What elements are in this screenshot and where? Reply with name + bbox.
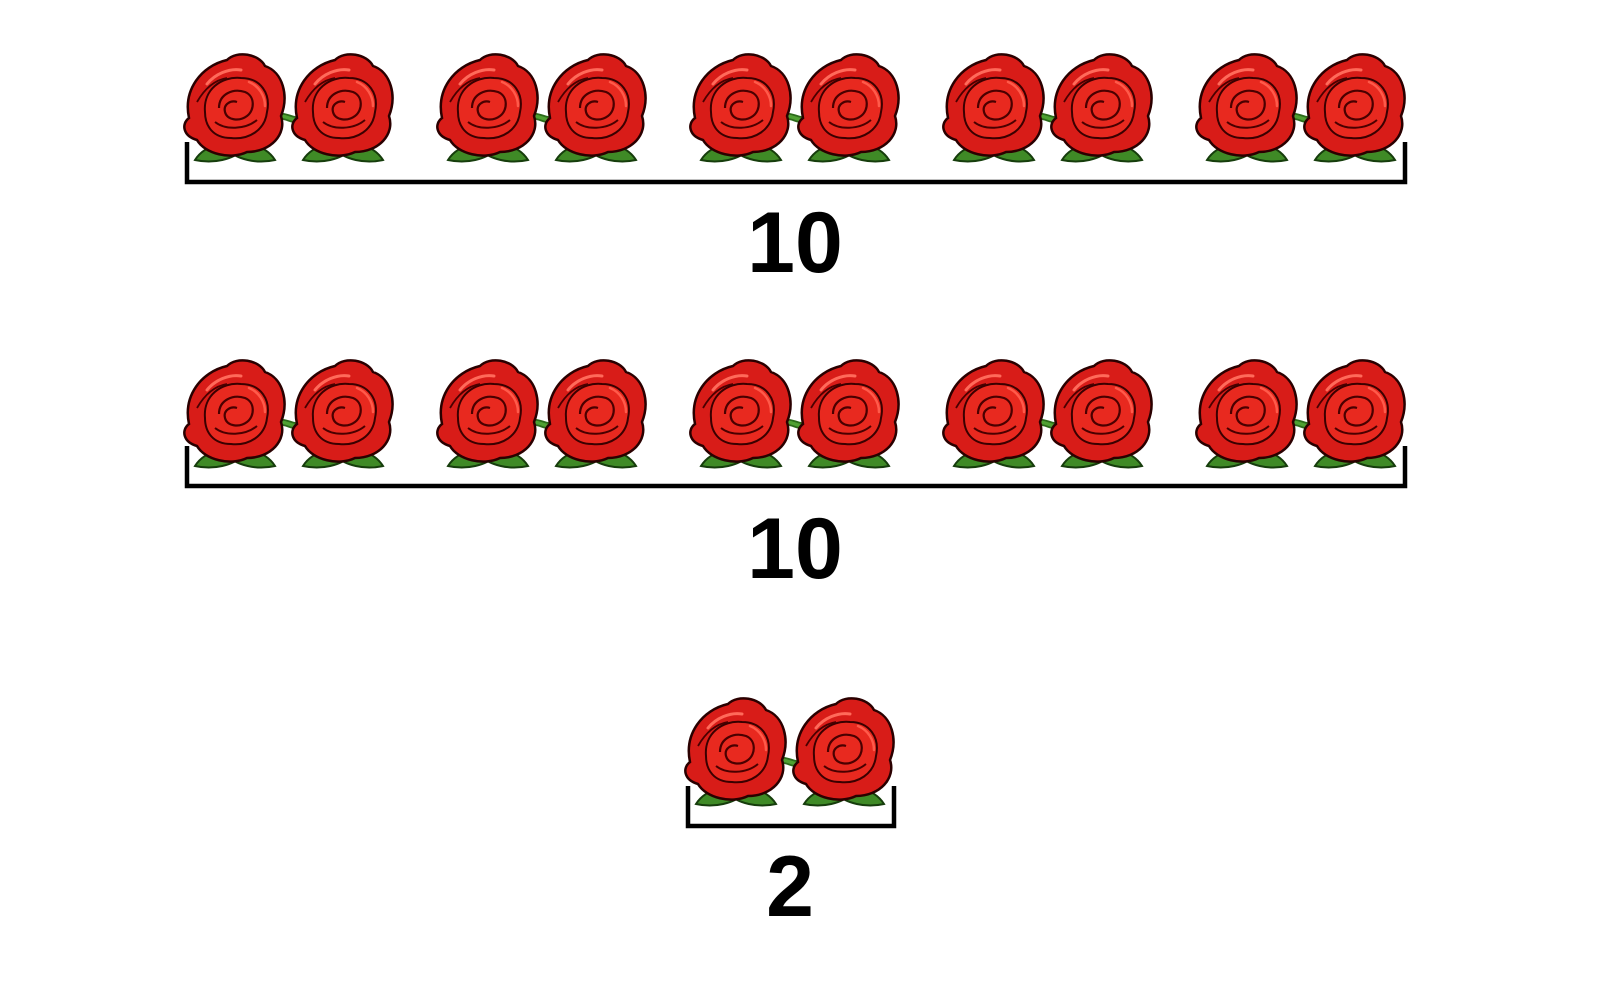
- group-count-label: 10: [747, 501, 843, 597]
- rose-group: [182, 52, 1408, 185]
- rose-icon: [1049, 358, 1153, 469]
- rose-icon: [791, 696, 895, 807]
- rose-icon: [1194, 358, 1298, 469]
- rose-icon: [182, 358, 286, 469]
- rose-icon: [290, 52, 394, 163]
- group-count-label: 10: [747, 195, 843, 291]
- rose-icon: [796, 52, 900, 163]
- group-bracket: [184, 446, 1408, 489]
- rose-icon: [543, 52, 647, 163]
- rose-icon: [796, 358, 900, 469]
- rose-icon: [1302, 358, 1406, 469]
- rose-icon: [290, 358, 394, 469]
- rose-icon: [1194, 52, 1298, 163]
- rose-icon: [1049, 52, 1153, 163]
- rose-icon: [435, 52, 539, 163]
- rose-icon: [543, 358, 647, 469]
- rose-icon: [435, 358, 539, 469]
- rose-icon: [683, 696, 787, 807]
- rose-rows-layer: [182, 52, 1408, 829]
- rose-icon: [182, 52, 286, 163]
- rose-group: [683, 696, 897, 829]
- group-count-label: 2: [766, 839, 814, 935]
- group-bracket: [685, 786, 897, 829]
- group-bracket: [184, 142, 1408, 185]
- rose-icon: [941, 358, 1045, 469]
- rose-icon: [941, 52, 1045, 163]
- rose-icon: [688, 52, 792, 163]
- rose-icon: [1302, 52, 1406, 163]
- rose-group: [182, 358, 1408, 489]
- rose-icon: [688, 358, 792, 469]
